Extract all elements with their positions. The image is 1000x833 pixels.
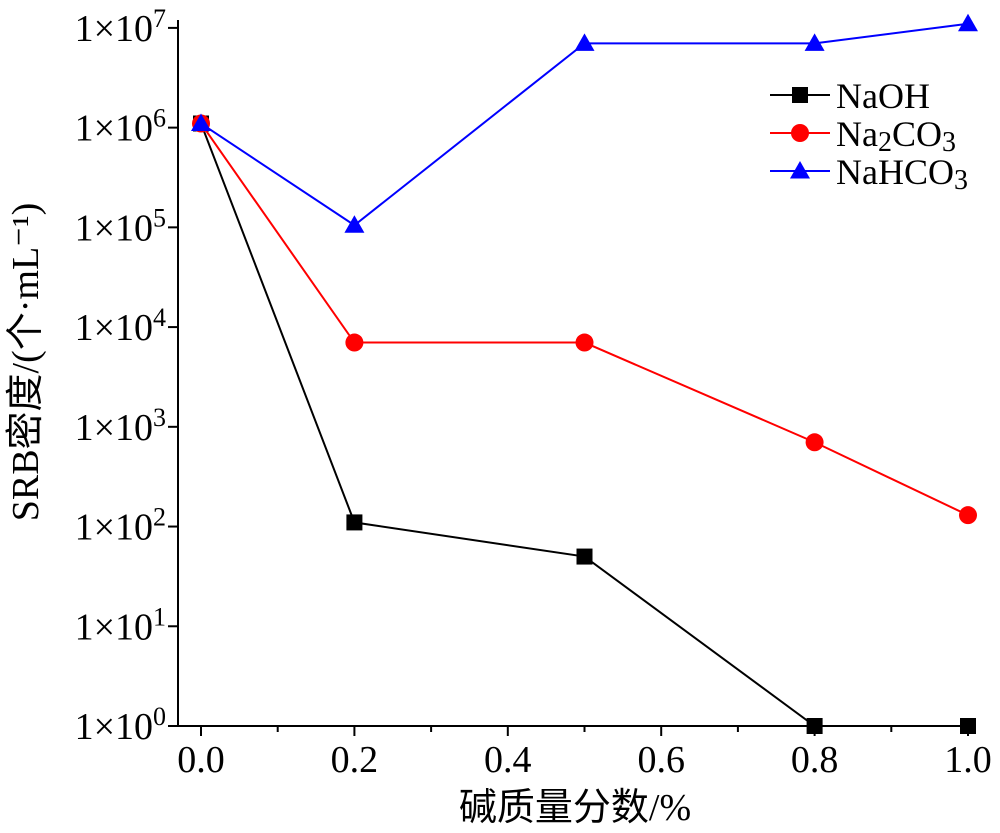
legend-label: NaHCO3 [836,152,968,196]
x-axis-label: 碱质量分数/% [459,787,691,829]
legend-item: NaOH [770,76,930,116]
y-tick-label: 1×106 [75,104,166,150]
x-tick-label: 1.0 [944,739,992,781]
x-tick-label: 0.0 [177,739,225,781]
marker-square [346,514,363,531]
y-axis-label: SRB密度/(个·mL⁻¹) [5,203,47,522]
marker-square [806,718,823,734]
series-line [200,123,968,727]
y-tick-label: 1×103 [75,403,166,449]
marker-triangle [804,33,825,51]
marker-triangle [574,33,595,51]
marker-triangle [191,113,212,131]
marker-triangle [958,13,978,32]
y-tick-label: 1×100 [75,702,166,748]
marker-circle [805,433,824,452]
legend-label: Na2CO3 [836,114,956,158]
y-tick-label: 1×105 [75,203,166,249]
y-tick-label: 1×101 [75,602,166,648]
y-tick-label: 1×104 [75,303,166,349]
series-nahco3 [191,13,978,233]
y-tick-label: 1×107 [75,4,166,50]
marker-circle [575,333,594,352]
y-tick-label: 1×102 [75,503,166,549]
marker-triangle [344,215,365,233]
legend-item: Na2CO3 [770,114,956,158]
series-na2co3 [192,114,977,525]
marker-square [960,718,976,734]
series-naoh [193,115,976,734]
marker-circle [345,333,364,352]
axes: 0.0 0.2 0.4 0.6 0.8 1.0 1×100 1×101 1×102 1×103 1×… [75,4,992,781]
x-tick-label: 0.8 [791,739,839,781]
legend-label: NaOH [836,76,930,116]
marker-square [792,87,808,103]
plot-series [191,13,978,734]
legend-item: NaHCO3 [770,152,968,196]
marker-square [576,548,593,565]
x-tick-label: 0.4 [484,739,532,781]
x-tick-label: 0.2 [331,739,379,781]
marker-circle [959,506,977,525]
x-tick-label: 0.6 [637,739,685,781]
marker-circle [791,124,809,142]
marker-triangle [790,161,810,179]
